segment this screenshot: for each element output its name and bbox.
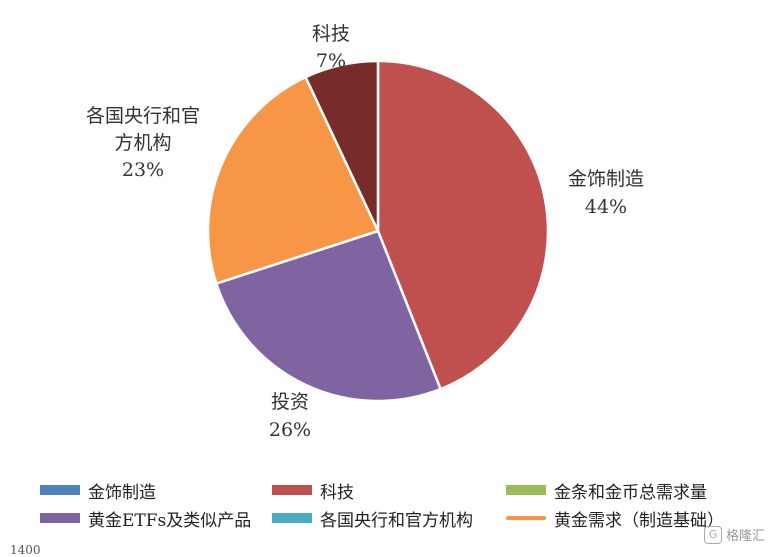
legend-swatch (272, 485, 312, 495)
pie-slice-3 (206, 75, 380, 286)
slice-label-4: 科技 7% (312, 23, 350, 72)
watermark: G 格隆汇 (703, 525, 765, 544)
pie-slice-4 (303, 59, 380, 232)
pie-slice-2 (214, 229, 443, 403)
legend-swatch (506, 516, 546, 520)
legend-label: 黄金ETFs及类似产品 (88, 510, 252, 531)
legend-label: 金条和金币总需求量 (554, 482, 707, 503)
legend-swatch (40, 485, 80, 495)
legend-swatch (40, 513, 80, 523)
slice-label-1: 金饰制造 44% (568, 168, 644, 218)
legend-item-keji: 科技 (272, 480, 506, 503)
pie-slice-1 (376, 59, 550, 391)
pie-chart: 金饰制造 44% 投资 26% 各国央行和官方机构 23% 科技 7% (86, 23, 644, 441)
slice-labels: 金饰制造 44% 投资 26% 各国央行和官方机构 23% 科技 7% (86, 23, 644, 441)
legend-item-etf: 黄金ETFs及类似产品 (40, 508, 272, 531)
legend-item-jinshi: 金饰制造 (40, 480, 272, 503)
watermark-logo-icon: G (703, 525, 722, 544)
legend-label: 科技 (320, 482, 354, 503)
legend-item-yanghang: 各国央行和官方机构 (272, 508, 506, 531)
legend-label: 黄金需求（制造基础） (554, 510, 724, 531)
legend-label: 金饰制造 (88, 482, 156, 503)
legend-swatch (272, 513, 312, 523)
legend-item-xuqiu: 黄金需求（制造基础） (506, 508, 760, 531)
legend-swatch (506, 485, 546, 495)
slice-label-2: 投资 26% (269, 391, 311, 441)
legend-label: 各国央行和官方机构 (320, 510, 473, 531)
legend-item-jintiao: 金条和金币总需求量 (506, 480, 760, 503)
pie-slices (206, 59, 550, 403)
legend: 金饰制造 科技 金条和金币总需求量 黄金ETFs及类似产品 各国央行和官方机构 … (40, 480, 760, 531)
slice-label-3: 各国央行和官方机构 23% (86, 105, 200, 181)
watermark-text: 格隆汇 (725, 529, 765, 544)
axis-tick-label: 1400 (10, 543, 41, 557)
